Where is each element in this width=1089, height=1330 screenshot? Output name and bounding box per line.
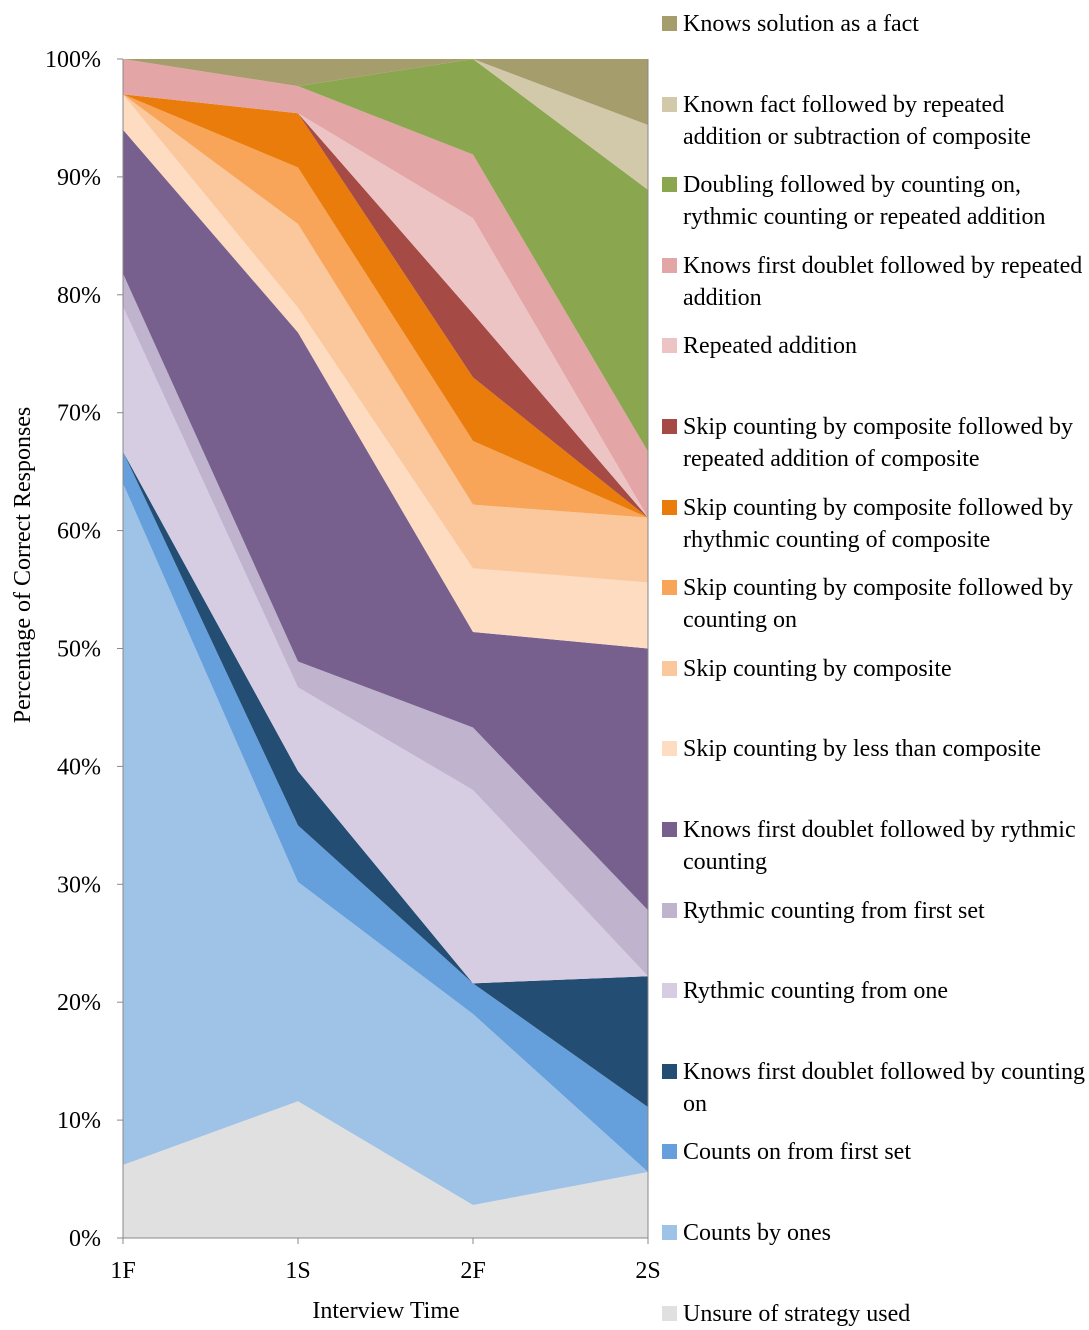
x-tick-label: 1F <box>110 1258 135 1284</box>
legend-item: Unsure of strategy used <box>662 1298 1087 1330</box>
area <box>123 94 648 518</box>
legend-label: Knows first doublet followed by counting… <box>683 1058 1085 1117</box>
y-tick-label: 100% <box>45 47 101 73</box>
y-tick-label: 90% <box>57 165 101 191</box>
legend-label: Skip counting by composite followed by r… <box>683 494 1073 553</box>
x-tick-label: 1S <box>285 1258 310 1284</box>
area <box>123 1101 648 1238</box>
legend-swatch <box>662 741 677 757</box>
area <box>123 94 648 649</box>
area <box>123 483 648 1205</box>
legend-swatch <box>662 419 677 434</box>
y-tick-label: 20% <box>57 990 101 1016</box>
legend-label: Repeated addition <box>683 333 857 360</box>
legend-item: Knows first doublet followed by rythmic … <box>662 814 1087 878</box>
area <box>123 94 648 583</box>
area <box>123 273 648 977</box>
legend-label: Known fact followed by repeated addition… <box>683 91 1031 150</box>
y-tick-label: 70% <box>57 401 101 427</box>
area <box>123 59 648 452</box>
legend-swatch <box>662 1144 677 1160</box>
legend-swatch <box>662 902 677 918</box>
legend-swatch <box>662 1063 677 1079</box>
area <box>123 94 648 518</box>
legend-label: Skip counting by composite followed by c… <box>683 575 1073 634</box>
y-axis-title: Percentage of Correct Responses <box>10 407 36 724</box>
area <box>123 59 648 126</box>
legend-swatch <box>662 580 677 596</box>
legend-swatch <box>662 1305 677 1321</box>
legend-label: Unsure of strategy used <box>683 1300 911 1327</box>
legend-label: Knows first doublet followed by repeated… <box>683 252 1083 311</box>
legend-item: Counts by ones <box>662 1217 1087 1249</box>
legend-swatch <box>662 96 677 112</box>
legend-swatch <box>662 16 677 31</box>
y-tick-label: 60% <box>57 519 101 545</box>
area <box>123 451 648 1172</box>
legend-label: Rythmic counting from one <box>683 978 948 1005</box>
legend-item: Repeated addition <box>662 330 1087 362</box>
y-tick-label: 80% <box>57 283 101 309</box>
y-tick-label: 40% <box>57 754 101 780</box>
area <box>123 451 648 1108</box>
legend-label: Doubling followed by counting on, rythmi… <box>683 172 1046 231</box>
y-tick-label: 50% <box>57 637 101 663</box>
legend-swatch <box>662 983 677 999</box>
area <box>123 94 648 518</box>
legend-label: Rythmic counting from first set <box>683 897 985 924</box>
legend-label: Knows first doublet followed by rythmic … <box>683 817 1076 875</box>
legend-swatch <box>662 499 677 515</box>
area <box>123 129 648 911</box>
legend-swatch <box>662 822 677 837</box>
area <box>123 306 648 984</box>
legend-item: Doubling followed by counting on, rythmi… <box>662 169 1087 233</box>
x-axis-title: Interview Time <box>312 1298 459 1324</box>
legend-item: Skip counting by composite <box>662 653 1087 685</box>
legend-label: Skip counting by less than composite <box>683 736 1041 763</box>
legend-swatch <box>662 338 677 354</box>
legend-item: Counts on from first set <box>662 1136 1087 1168</box>
area <box>123 59 648 190</box>
legend-item: Known fact followed by repeated addition… <box>662 89 1087 153</box>
legend-label: Skip counting by composite followed by r… <box>683 414 1073 472</box>
legend-item: Knows solution as a fact <box>662 8 1087 40</box>
legend-item: Knows first doublet followed by counting… <box>662 1056 1087 1120</box>
legend-label: Counts by ones <box>683 1220 832 1246</box>
legend-label: Counts on from first set <box>683 1139 911 1166</box>
x-tick-label: 2S <box>635 1258 660 1284</box>
legend-item: Skip counting by composite followed by c… <box>662 572 1087 636</box>
legend-swatch <box>662 177 677 193</box>
legend-label: Skip counting by composite <box>683 655 952 682</box>
legend-item: Knows first doublet followed by repeated… <box>662 250 1087 314</box>
y-tick-label: 30% <box>57 872 101 898</box>
legend-item: Skip counting by less than composite <box>662 733 1087 765</box>
legend-swatch <box>662 257 677 273</box>
y-tick-label: 10% <box>57 1108 101 1134</box>
legend-item: Rythmic counting from one <box>662 975 1087 1007</box>
legend-item: Skip counting by composite followed by r… <box>662 411 1087 475</box>
legend-item: Rythmic counting from first set <box>662 895 1087 927</box>
legend-swatch <box>662 660 677 676</box>
y-tick-label: 0% <box>69 1226 101 1252</box>
legend-swatch <box>662 1225 677 1240</box>
area <box>123 59 648 518</box>
legend-item: Skip counting by composite followed by r… <box>662 492 1087 556</box>
x-tick-label: 2F <box>460 1258 485 1284</box>
legend-label: Knows solution as a fact <box>683 11 919 37</box>
